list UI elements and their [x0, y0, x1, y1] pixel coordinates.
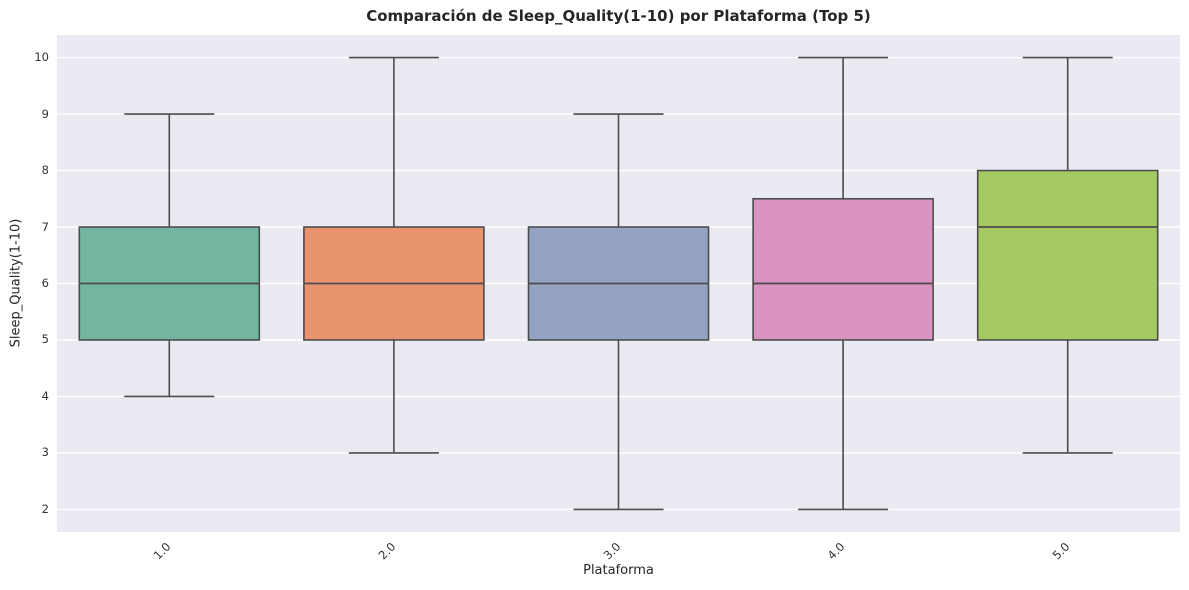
y-tick-label: 2	[41, 501, 49, 516]
y-tick-label: 9	[41, 106, 49, 121]
y-axis-label: Sleep_Quality(1-10)	[8, 218, 24, 348]
boxplot-platform-4.0	[752, 56, 934, 511]
plot-area	[57, 35, 1180, 532]
y-tick-label: 5	[41, 332, 49, 347]
boxplot-platform-1.0	[78, 113, 261, 398]
boxplot-platform-5.0	[976, 56, 1159, 454]
chart-title: Comparación de Sleep_Quality(1-10) por P…	[366, 7, 871, 25]
boxplot-platform-3.0	[527, 113, 710, 511]
y-tick-label: 6	[41, 276, 49, 290]
y-tick-label: 8	[41, 163, 49, 178]
iqr-box	[752, 197, 934, 341]
iqr-box	[976, 169, 1159, 341]
y-tick-label: 10	[34, 50, 49, 65]
boxplot-canvas	[57, 56, 1180, 511]
x-axis-label: Plataforma	[583, 563, 654, 578]
y-tick-label: 3	[41, 445, 49, 460]
boxplot-platform-2.0	[303, 56, 485, 454]
y-tick-label: 4	[41, 388, 49, 403]
y-tick-label: 7	[41, 219, 49, 234]
